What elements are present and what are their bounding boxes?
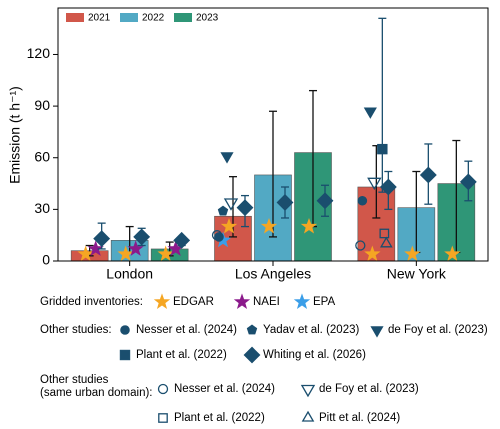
legend-swatch <box>66 13 84 22</box>
marker <box>157 245 174 262</box>
legend-label: Plant et al. (2022) <box>174 412 265 424</box>
marker <box>236 199 254 217</box>
marker <box>419 166 437 184</box>
legend-marker <box>301 410 315 422</box>
marker <box>459 173 477 191</box>
legend-swatch <box>174 13 192 22</box>
y-tick-label: 30 <box>34 200 50 216</box>
marker <box>355 240 366 251</box>
marker <box>217 205 229 216</box>
legend-label: 2021 <box>88 13 111 24</box>
legend-label: 2022 <box>142 13 165 24</box>
marker <box>276 194 294 211</box>
legend-label: Yadav et al. (2023) <box>263 324 359 336</box>
marker <box>133 228 151 246</box>
legend-marker <box>158 413 168 423</box>
legend-group-label: (same urban domain): <box>40 387 153 399</box>
legend-label: de Foy et al. (2023) <box>388 324 488 336</box>
marker <box>223 198 239 211</box>
legend-marker <box>293 293 311 309</box>
legend-marker <box>120 325 130 335</box>
marker <box>220 217 238 234</box>
marker <box>300 217 318 234</box>
legend-label: Whiting et al. (2026) <box>263 349 366 361</box>
y-axis-label: Emission (t h⁻¹) <box>7 86 23 184</box>
legend-label: NAEI <box>253 296 280 308</box>
marker <box>379 228 390 239</box>
legend-group-label: Other studies: <box>40 324 112 336</box>
legend-group-label: Gridded inventories: <box>40 296 143 308</box>
legend-label: Nesser et al. (2024) <box>136 324 237 336</box>
legend-label: Pitt et al. (2024) <box>319 412 400 424</box>
legend-marker <box>153 293 171 309</box>
marker <box>173 231 191 249</box>
legend-label: EDGAR <box>173 296 214 308</box>
x-tick-label: London <box>106 266 153 282</box>
marker <box>404 245 421 262</box>
legend-marker <box>233 293 251 309</box>
marker <box>357 195 368 206</box>
y-tick-label: 60 <box>34 148 50 164</box>
marker <box>211 230 223 241</box>
marker <box>316 192 334 210</box>
legend-marker <box>370 326 384 338</box>
legend-group-label: Other studies <box>40 374 109 386</box>
legend-marker <box>157 383 169 395</box>
x-tick-label: New York <box>387 266 447 282</box>
legend-label: de Foy et al. (2023) <box>319 383 419 395</box>
legend-swatch <box>120 13 138 22</box>
legend-marker <box>246 324 258 335</box>
marker <box>127 240 144 256</box>
marker <box>363 107 377 119</box>
legend-label: Nesser et al. (2024) <box>174 383 275 395</box>
marker <box>380 236 393 248</box>
y-tick-label: 90 <box>34 97 50 113</box>
legend-marker <box>300 384 316 398</box>
marker <box>377 143 388 155</box>
marker <box>444 245 461 262</box>
marker <box>77 245 94 262</box>
plot-frame <box>57 7 489 262</box>
marker <box>93 230 111 248</box>
marker <box>260 217 278 234</box>
legend-marker <box>119 349 131 361</box>
legend-label: EPA <box>313 296 335 308</box>
marker <box>379 178 397 196</box>
marker <box>117 245 134 262</box>
marker <box>364 245 381 262</box>
legend-marker <box>243 346 261 364</box>
y-tick-label: 0 <box>42 252 50 268</box>
y-tick-label: 120 <box>27 45 51 61</box>
legend-label: Plant et al. (2022) <box>136 349 227 361</box>
marker <box>220 152 234 164</box>
x-tick-label: Los Angeles <box>235 266 311 282</box>
legend-label: 2023 <box>196 13 219 24</box>
marker <box>367 177 382 191</box>
